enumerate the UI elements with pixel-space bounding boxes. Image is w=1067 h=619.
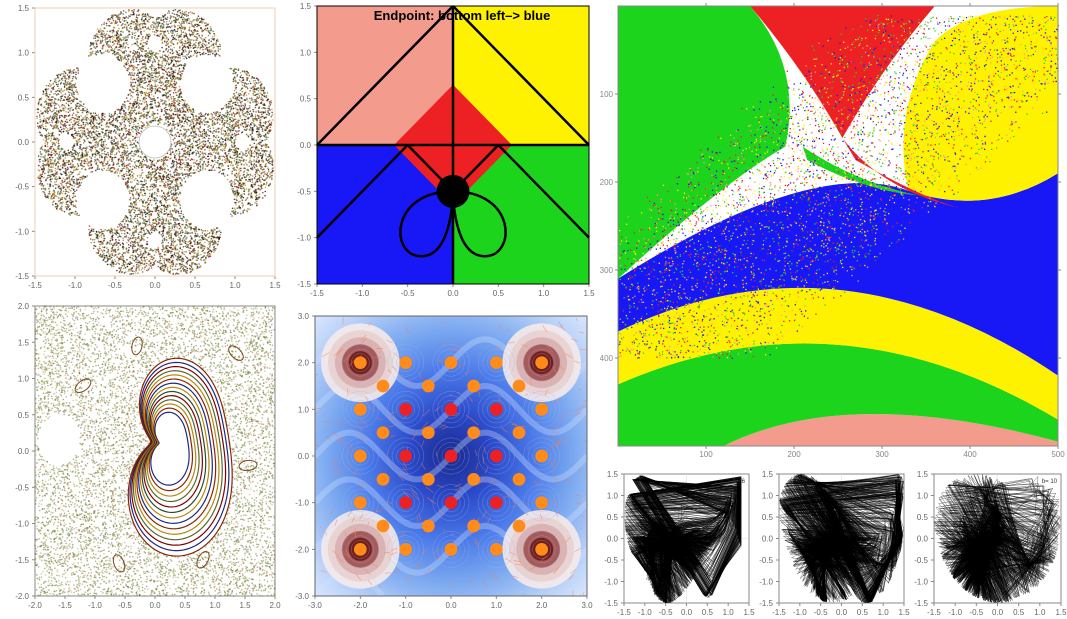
orbit-scatter-svg: -2.0-1.5-1.0-0.50.00.51.01.52.0-2.0-1.5-…	[0, 300, 285, 619]
svg-text:1.5: 1.5	[18, 4, 30, 13]
attractor-svg-2: -1.5-1.0-0.50.00.51.01.5-1.5-1.0-0.50.00…	[755, 460, 910, 619]
svg-text:-1.0: -1.0	[68, 281, 82, 290]
panel-basin-big: 100200300400500100200300400	[600, 0, 1067, 460]
svg-text:0.0: 0.0	[18, 138, 30, 147]
panel-contour-stream: -3.0-2.0-1.00.01.02.03.0-3.0-2.0-1.00.01…	[285, 310, 595, 619]
endpoint-regions-svg: -1.5-1.0-0.50.00.51.01.5-1.5-1.0-0.50.00…	[285, 0, 595, 310]
svg-text:-1.5: -1.5	[15, 272, 29, 281]
panel-endpoint-regions: -1.5-1.0-0.50.00.51.01.5-1.5-1.0-0.50.00…	[285, 0, 595, 310]
attractor-svg-3: -1.5-1.0-0.50.00.51.01.5-1.5-1.0-0.50.00…	[910, 460, 1067, 619]
svg-text:1.5: 1.5	[269, 281, 281, 290]
contour-stream-svg: -3.0-2.0-1.00.01.02.03.0-3.0-2.0-1.00.01…	[285, 310, 595, 619]
panel-attractor-2: -1.5-1.0-0.50.00.51.01.5-1.5-1.0-0.50.00…	[755, 460, 910, 619]
svg-text:0.5: 0.5	[189, 281, 201, 290]
svg-text:0.0: 0.0	[149, 281, 161, 290]
svg-text:-0.5: -0.5	[108, 281, 122, 290]
panel-chaos-scatter-tl: -1.5 -1.0 -0.5 0.0 0.5 1.0 1.5 -1.5 -1.0 -0.5 0.0 0…	[0, 0, 285, 300]
basin-svg: 100200300400500100200300400	[600, 0, 1067, 460]
svg-text:-1.5: -1.5	[28, 281, 42, 290]
svg-text:1.0: 1.0	[229, 281, 241, 290]
svg-text:-1.0: -1.0	[15, 227, 29, 236]
svg-text:0.5: 0.5	[18, 93, 30, 102]
svg-text:-0.5: -0.5	[15, 183, 29, 192]
panel-attractor-1: -1.5-1.0-0.50.00.51.01.5-1.5-1.0-0.50.00…	[600, 460, 755, 619]
chaos-scatter-svg: -1.5 -1.0 -0.5 0.0 0.5 1.0 1.5 -1.5 -1.0 -0.5 0.0 0…	[0, 0, 285, 300]
attractor-svg-1: -1.5-1.0-0.50.00.51.01.5-1.5-1.0-0.50.00…	[600, 460, 755, 619]
panel-orbit-scatter-bl: -2.0-1.5-1.0-0.50.00.51.01.52.0-2.0-1.5-…	[0, 300, 285, 619]
panel-attractor-3: -1.5-1.0-0.50.00.51.01.5-1.5-1.0-0.50.00…	[910, 460, 1067, 619]
svg-text:1.0: 1.0	[18, 49, 30, 58]
